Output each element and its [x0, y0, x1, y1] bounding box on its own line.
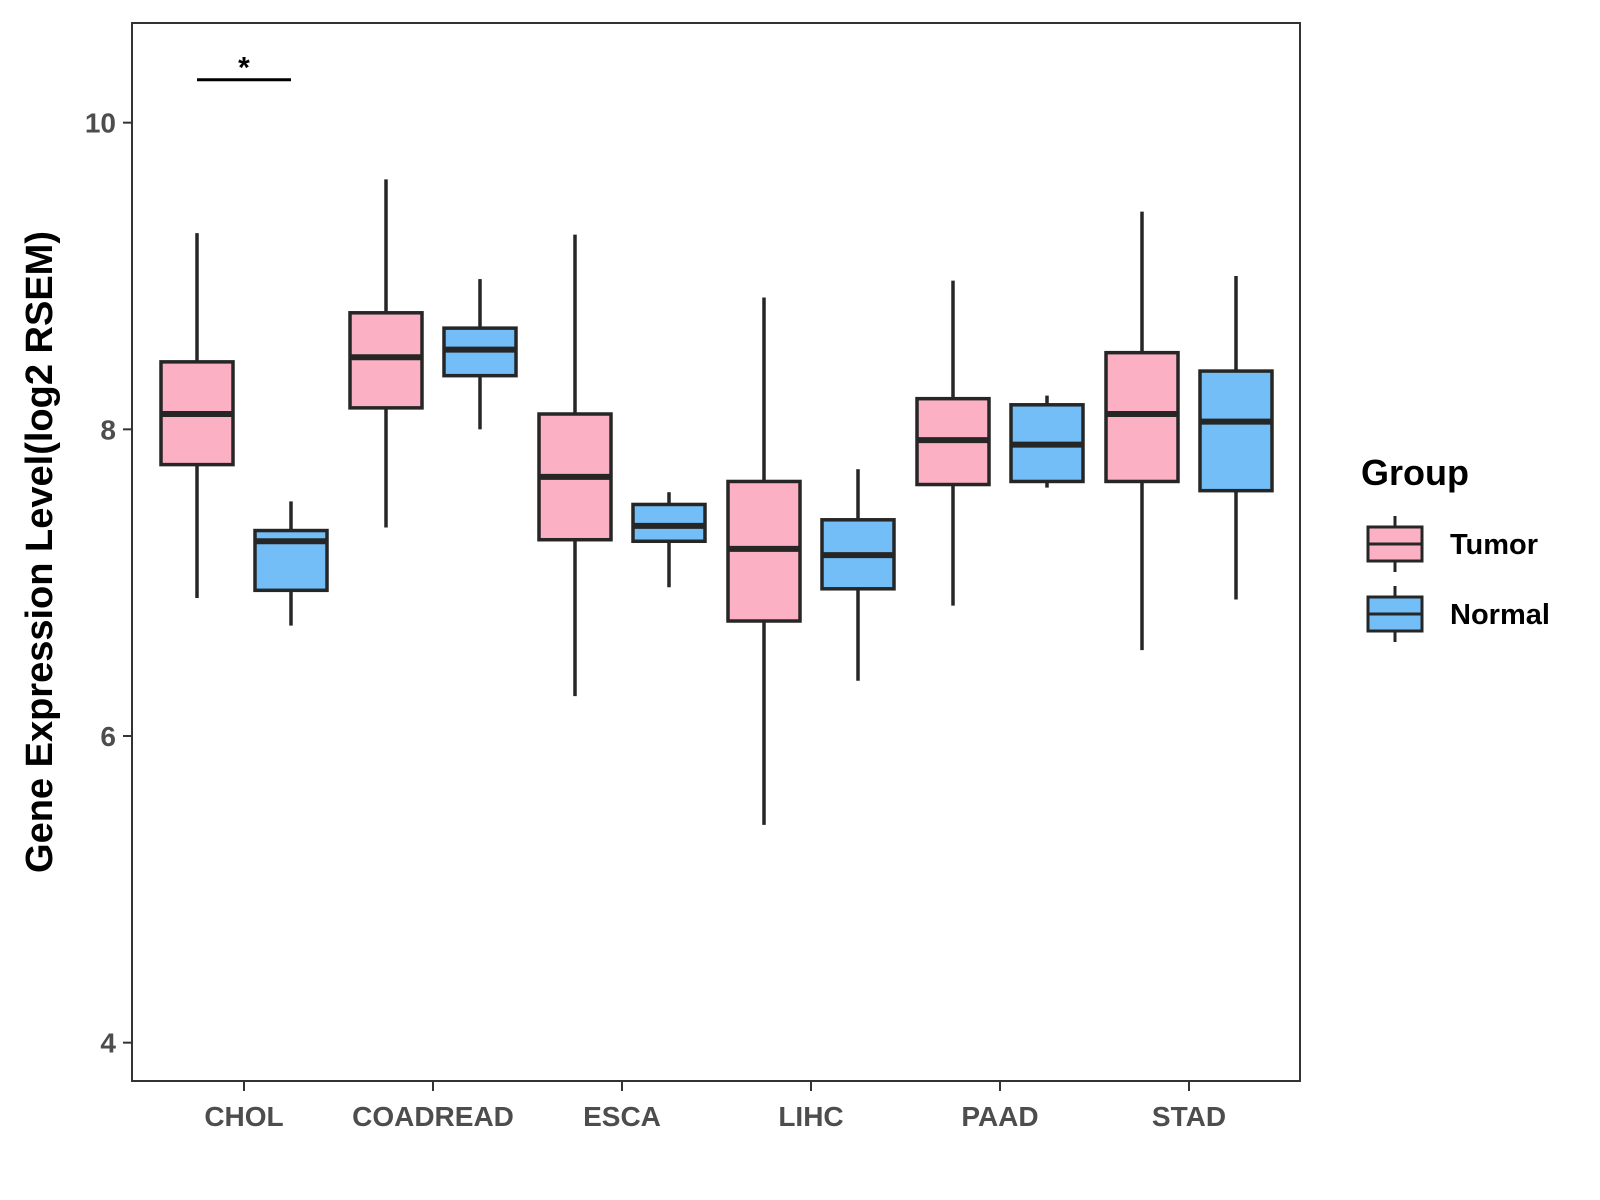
y-tick-label: 8: [100, 414, 116, 445]
legend-item-normal: Normal: [1366, 586, 1550, 642]
box-tumor-stad: [1104, 211, 1180, 651]
box-normal-coadread: [442, 279, 518, 430]
legend-item-tumor: Tumor: [1366, 516, 1538, 572]
x-tick-label: COADREAD: [352, 1101, 514, 1132]
y-axis: 4 6 8 10: [85, 108, 132, 1059]
x-tick-label: ESCA: [583, 1101, 661, 1132]
legend-title: Group: [1361, 452, 1469, 493]
y-axis-title: Gene Expression Level(log2 RSEM): [19, 231, 61, 873]
x-tick-label: PAAD: [961, 1101, 1038, 1132]
box-tumor-chol: [159, 233, 235, 598]
plot-panel-border: [131, 22, 1301, 1082]
x-tick-label: STAD: [1152, 1101, 1226, 1132]
box-iqr: [1198, 369, 1274, 493]
box-normal-stad: [1198, 276, 1274, 600]
plot-area: *: [159, 52, 1274, 825]
box-tumor-lihc: [726, 297, 802, 825]
x-axis: CHOL COADREAD ESCA LIHC PAAD STAD: [204, 1081, 1226, 1132]
box-iqr: [348, 311, 424, 410]
y-tick-label: 10: [85, 108, 116, 139]
y-tick-label: 6: [100, 721, 116, 752]
box-iqr: [1104, 350, 1180, 484]
legend-label: Tumor: [1450, 529, 1538, 561]
box-tumor-paad: [915, 280, 991, 606]
legend: Group Tumor Normal: [1361, 452, 1550, 642]
box-tumor-esca: [537, 234, 613, 697]
box-normal-lihc: [820, 469, 896, 681]
box-iqr: [631, 502, 707, 544]
significance-annotation: *: [197, 52, 291, 85]
box-normal-paad: [1009, 395, 1085, 488]
x-tick-label: LIHC: [778, 1101, 843, 1132]
significance-star: *: [238, 52, 250, 85]
legend-label: Normal: [1450, 599, 1550, 631]
box-normal-chol: [253, 501, 329, 626]
box-tumor-coadread: [348, 179, 424, 528]
x-tick-label: CHOL: [204, 1101, 283, 1132]
box-normal-esca: [631, 492, 707, 588]
y-tick-label: 4: [100, 1028, 116, 1059]
